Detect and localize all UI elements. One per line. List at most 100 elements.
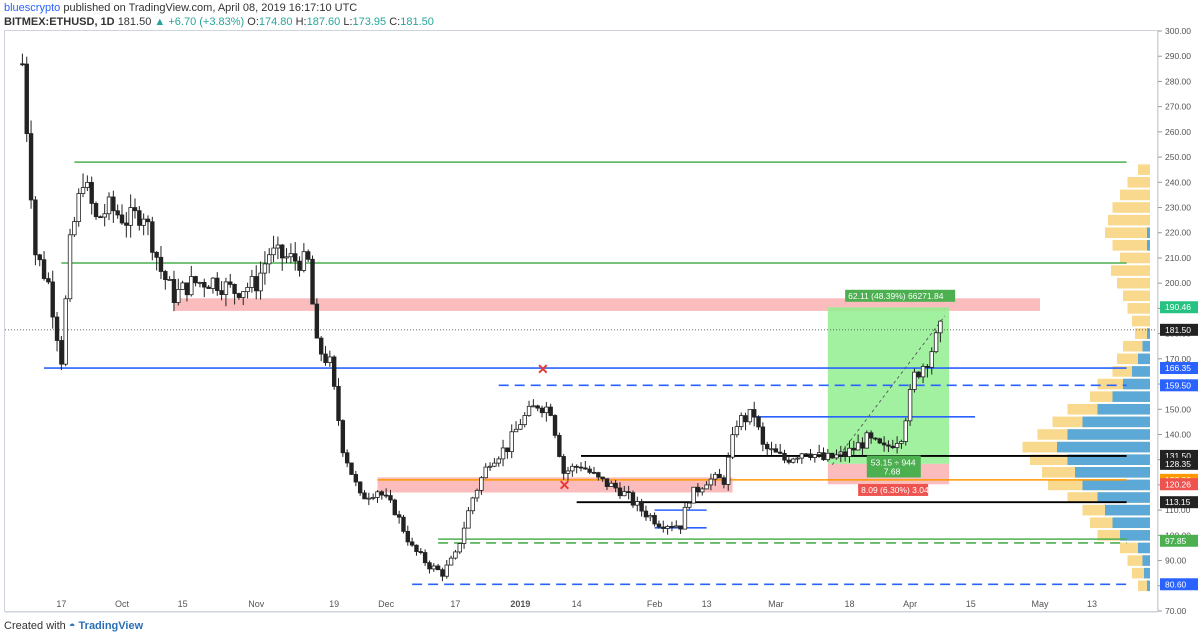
candle-body xyxy=(318,337,324,355)
high-value: 187.60 xyxy=(306,16,341,28)
candle-body xyxy=(184,282,190,296)
candle-body xyxy=(518,424,523,430)
candle-body xyxy=(678,525,683,530)
candle-body xyxy=(20,63,25,66)
volume-bar-buy xyxy=(1123,378,1150,390)
candle-body xyxy=(323,353,328,363)
low-label: L: xyxy=(343,16,353,28)
volume-bar-sell xyxy=(1112,366,1150,377)
candle-body xyxy=(448,557,454,566)
x-tick-label: 19 xyxy=(329,599,339,609)
candle-body xyxy=(163,271,168,281)
candle-body xyxy=(847,447,852,457)
candle-body xyxy=(803,453,809,456)
candle-body xyxy=(249,276,255,288)
candle-body xyxy=(613,482,618,489)
volume-bar-buy xyxy=(1112,391,1150,402)
candle-body xyxy=(604,478,610,487)
price-marker-label: 97.85 xyxy=(1165,536,1187,546)
candle-body xyxy=(739,415,744,428)
candle-body xyxy=(392,499,398,516)
volume-bar-sell xyxy=(1120,252,1150,264)
candle-body xyxy=(470,497,475,512)
candle-body xyxy=(262,263,268,274)
candle-body xyxy=(301,251,307,271)
volume-bar-buy xyxy=(1142,555,1150,566)
last-price: 181.50 xyxy=(117,16,152,28)
candle-body xyxy=(280,244,285,259)
candle-body xyxy=(171,279,177,303)
candle-body xyxy=(215,277,220,291)
candle-body xyxy=(228,281,233,285)
y-tick-label: 200.00 xyxy=(1165,278,1191,288)
candle-body xyxy=(903,420,908,442)
candle-body xyxy=(743,415,748,423)
candle-body xyxy=(150,221,155,253)
author-link[interactable]: bluescrypto xyxy=(4,2,61,14)
candle-body xyxy=(881,442,887,446)
volume-bar-sell xyxy=(1138,164,1150,175)
candle-body xyxy=(790,458,796,463)
candle-body xyxy=(652,515,657,525)
candle-body xyxy=(730,434,735,458)
candle-body xyxy=(552,415,558,436)
candle-body xyxy=(829,452,835,459)
candle-body xyxy=(275,244,281,249)
symbol-line: BITMEX:ETHUSD, 1D 181.50 ▲ +6.70 (+3.83%… xyxy=(4,16,434,28)
candle-body xyxy=(509,431,514,453)
candle-body xyxy=(245,287,250,293)
x-tick-label: 13 xyxy=(1087,599,1097,609)
candle-body xyxy=(842,451,848,457)
y-tick-label: 140.00 xyxy=(1165,429,1191,439)
candle-body xyxy=(223,281,229,295)
tradingview-logo-icon: ◓ xyxy=(68,620,76,632)
candle-body xyxy=(825,452,831,461)
candle-body xyxy=(409,541,415,546)
candle-body xyxy=(288,253,294,258)
volume-bar-sell xyxy=(1127,303,1150,314)
candle-body xyxy=(500,447,506,460)
target-label-box xyxy=(845,289,956,302)
symbol-name[interactable]: BITMEX:ETHUSD, 1D xyxy=(4,16,115,28)
candle-body xyxy=(197,282,203,284)
volume-bar-sell xyxy=(1132,567,1150,579)
candle-body xyxy=(622,491,627,497)
change-arrow-icon: ▲ xyxy=(154,16,166,28)
candle-body xyxy=(505,447,510,453)
zone-support xyxy=(377,477,733,493)
entry-label-box xyxy=(866,455,921,478)
published-text: published on TradingView.com, April 08, … xyxy=(63,2,358,14)
candle-body xyxy=(591,471,597,474)
entry-ratio-label: 7.68 xyxy=(884,466,901,476)
candle-body xyxy=(609,482,614,487)
cross-marker-icon: ✕ xyxy=(559,477,571,493)
candle-body xyxy=(258,272,263,292)
tradingview-brand[interactable]: TradingView xyxy=(78,620,144,632)
candle-body xyxy=(33,199,38,256)
candle-body xyxy=(531,405,536,408)
candle-body xyxy=(929,351,934,368)
volume-bar-sell xyxy=(1127,177,1150,188)
candle-body xyxy=(24,63,29,134)
volume-bar-sell xyxy=(1123,340,1150,352)
volume-bar-buy xyxy=(1138,353,1150,365)
candle-body xyxy=(700,488,705,493)
candle-body xyxy=(661,526,666,529)
candle-body xyxy=(366,497,372,500)
candle-body xyxy=(418,551,423,553)
x-tick-label: Apr xyxy=(903,599,917,609)
volume-bar-buy xyxy=(1120,530,1150,541)
candle-body xyxy=(327,356,333,363)
price-marker-label: 190.46 xyxy=(1165,302,1191,312)
candle-body xyxy=(522,415,527,426)
candle-body xyxy=(535,405,540,409)
candle-body xyxy=(362,492,367,500)
price-axis-bg xyxy=(1159,30,1200,613)
stop-label-box xyxy=(858,483,929,496)
candle-body xyxy=(539,407,545,414)
candle-body xyxy=(331,356,337,387)
candle-body xyxy=(41,259,47,279)
candle-body xyxy=(193,276,198,284)
candle-body xyxy=(427,562,432,570)
